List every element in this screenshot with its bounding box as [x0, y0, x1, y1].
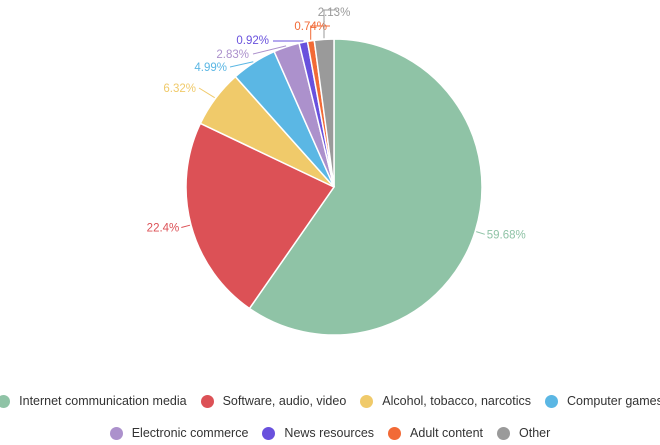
- legend-label-alcohol-tobacco-narcotics: Alcohol, tobacco, narcotics: [382, 394, 531, 408]
- legend-item-news-resources[interactable]: News resources: [262, 426, 374, 440]
- legend-label-electronic-commerce: Electronic commerce: [131, 426, 249, 440]
- legend-item-electronic-commerce[interactable]: Electronic commerce: [109, 426, 249, 440]
- legend-item-alcohol-tobacco-narcotics[interactable]: Alcohol, tobacco, narcotics: [360, 394, 531, 408]
- legend-label-other: Other: [519, 426, 551, 440]
- pie-slice-other[interactable]: [313, 38, 335, 188]
- data-label-adult-content: 0.74%: [294, 21, 327, 33]
- label-connector-other: [323, 9, 337, 39]
- legend-swatch-alcohol-tobacco-narcotics: [360, 394, 374, 408]
- legend-swatch-adult-content: [388, 426, 402, 440]
- label-connector-internet-communication-media: [476, 231, 485, 235]
- legend-label-news-resources: News resources: [284, 426, 375, 440]
- legend-swatch-electronic-commerce: [109, 426, 123, 440]
- legend-row-1: Internet communication media Software, a…: [0, 394, 660, 408]
- legend-item-computer-games[interactable]: Computer games: [545, 394, 660, 408]
- label-connector-alcohol-tobacco-narcotics: [198, 87, 215, 99]
- label-connector-computer-games: [229, 61, 254, 68]
- data-label-software-audio-video: 22.4%: [147, 223, 180, 235]
- data-label-news-resources: 0.92%: [236, 35, 269, 47]
- pie-labels: 59.68% 22.4% 6.32% 4.99%2.83% 0.92% 0.74% 2.13…: [147, 7, 526, 241]
- legend-swatch-computer-games: [545, 394, 558, 408]
- legend-label-computer-games: Computer games: [567, 394, 660, 408]
- legend-label-software-audio-video: Software, audio, video: [222, 394, 347, 408]
- legend-swatch-other: [497, 426, 511, 440]
- legend-label-adult-content: Adult content: [410, 426, 484, 440]
- legend-item-software-audio-video[interactable]: Software, audio, video: [200, 394, 347, 408]
- pie-chart: 59.68% 22.4% 6.32% 4.99%2.83% 0.92% 0.74% 2.13…: [147, 7, 526, 336]
- legend-swatch-news-resources: [262, 426, 276, 440]
- data-label-other: 2.13%: [318, 7, 351, 19]
- legend-swatch-internet-communication-media: [0, 394, 11, 408]
- label-connector-electronic-commerce: [252, 45, 287, 55]
- legend-row-2: Electronic commerce News resources Adult…: [0, 426, 660, 440]
- data-label-computer-games: 4.99%: [194, 62, 227, 74]
- data-label-alcohol-tobacco-narcotics: 6.32%: [163, 83, 196, 95]
- pie-slices: [185, 38, 483, 336]
- legend-item-internet-communication-media[interactable]: Internet communication media: [0, 394, 187, 408]
- pie-slice-internet-communication-media[interactable]: [248, 38, 483, 336]
- label-connector-software-audio-video: [181, 224, 191, 228]
- legend-label-internet-communication-media: Internet communication media: [19, 394, 187, 408]
- legend-item-adult-content[interactable]: Adult content: [388, 426, 483, 440]
- legend-item-other[interactable]: Other: [497, 426, 550, 440]
- data-label-electronic-commerce: 2.83%: [216, 49, 249, 61]
- legend-swatch-software-audio-video: [200, 394, 214, 408]
- data-label-internet-communication-media: 59.68%: [487, 229, 526, 241]
